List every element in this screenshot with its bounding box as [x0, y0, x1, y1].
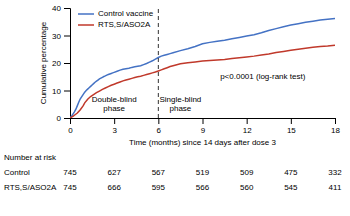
tick: 9 — [201, 118, 206, 135]
risk-value: 595 — [152, 183, 166, 192]
tick: 15 — [287, 118, 296, 135]
x-axis-title: Time (months) since 14 days after dose 3 — [129, 138, 276, 147]
tick-mark — [114, 118, 115, 124]
tick-mark — [291, 118, 292, 124]
annotation: p<0.0001 (log-rank test) — [220, 72, 305, 81]
tick: 10 — [52, 87, 70, 96]
tick-label: 40 — [52, 4, 61, 13]
tick-mark — [335, 118, 336, 124]
tick-mark — [203, 118, 204, 124]
tick-mark — [64, 118, 70, 119]
y-axis: 0 10 20 30 40 — [52, 4, 70, 123]
tick-label: 0 — [57, 114, 62, 123]
tick-label: 0 — [68, 126, 73, 135]
tick-label: 18 — [331, 126, 340, 135]
risk-value: 745 — [63, 168, 77, 177]
risk-row-label: RTS,S/ASO2A — [4, 183, 57, 192]
tick-label: 9 — [201, 126, 206, 135]
legend-swatch — [78, 24, 94, 26]
risk-value: 566 — [196, 183, 210, 192]
tick: 30 — [52, 32, 70, 41]
chart: 0 3 6 9 12 15 18 0 10 20 30 40 Time (months) since 1… — [0, 0, 350, 216]
tick: 6 — [157, 118, 162, 135]
tick-label: 6 — [157, 126, 162, 135]
tick-mark — [64, 91, 70, 92]
risk-value: 560 — [240, 183, 254, 192]
tick: 3 — [112, 118, 117, 135]
tick: 12 — [243, 118, 252, 135]
risk-value: 411 — [329, 183, 342, 192]
series-line — [70, 18, 335, 118]
risk-value: 519 — [196, 168, 210, 177]
series-line — [70, 45, 335, 118]
legend-label: RTS,S/ASO2A — [98, 20, 151, 29]
plot-area — [70, 8, 335, 118]
risk-value: 545 — [284, 183, 298, 192]
tick-mark — [64, 36, 70, 37]
tick: 20 — [52, 59, 70, 68]
tick-label: 3 — [112, 126, 117, 135]
risk-table: Number at risk Control 745 627 567 519 509 475 3… — [4, 153, 342, 192]
risk-value: 475 — [284, 168, 298, 177]
y-axis-title: Cumulative percentage — [39, 21, 48, 104]
axis-line — [71, 119, 336, 125]
tick-mark — [64, 63, 70, 64]
tick-mark — [64, 8, 70, 9]
x-axis: 0 3 6 9 12 15 18 — [68, 118, 340, 135]
risk-value: 666 — [107, 183, 121, 192]
annotation: Single-blindphase — [160, 95, 202, 113]
legend-item: Control vaccine — [78, 9, 154, 18]
tick-mark — [247, 118, 248, 124]
tick-label: 10 — [52, 87, 61, 96]
tick-label: 30 — [52, 32, 61, 41]
legend-label: Control vaccine — [98, 9, 154, 18]
tick: 18 — [331, 118, 340, 135]
risk-value: 509 — [240, 168, 254, 177]
risk-value: 567 — [152, 168, 166, 177]
risk-value: 745 — [63, 183, 77, 192]
tick-label: 15 — [287, 126, 296, 135]
axis-line — [64, 9, 71, 119]
risk-row-label: Control — [4, 168, 30, 177]
tick-label: 12 — [243, 126, 252, 135]
legend-item: RTS,S/ASO2A — [78, 20, 151, 29]
risk-value: 332 — [328, 168, 342, 177]
annotations: Double-blindphase Single-blindphase p<0.00… — [92, 72, 306, 113]
tick: 0 — [68, 118, 73, 135]
tick-label: 20 — [52, 59, 61, 68]
legend-swatch — [78, 13, 94, 15]
risk-value: 627 — [107, 168, 121, 177]
legend: Control vaccine RTS,S/ASO2A — [78, 9, 154, 29]
tick-mark — [158, 118, 159, 124]
annotation: Double-blindphase — [92, 95, 137, 113]
risk-table-title: Number at risk — [4, 153, 57, 162]
tick: 0 — [57, 114, 70, 123]
tick: 40 — [52, 4, 70, 13]
